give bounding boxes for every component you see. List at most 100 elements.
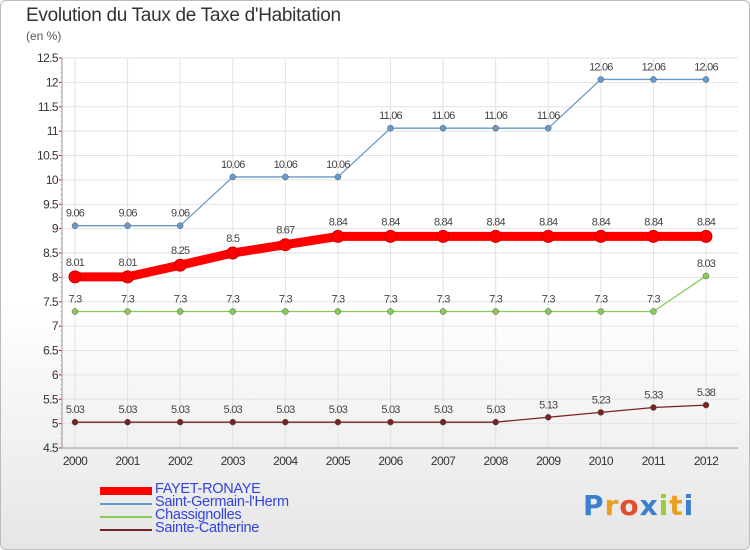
y-tick-label: 5.5 xyxy=(43,392,59,406)
data-point xyxy=(334,173,342,181)
data-point xyxy=(71,308,79,315)
data-point xyxy=(492,308,499,315)
legend-swatch xyxy=(100,503,152,505)
data-label: 8.84 xyxy=(697,216,716,228)
y-tick-label: 7.5 xyxy=(43,295,59,309)
data-label: 8.84 xyxy=(381,216,400,228)
data-point xyxy=(124,222,131,229)
data-label: 5.03 xyxy=(434,404,453,416)
data-point xyxy=(597,76,605,83)
data-point xyxy=(68,270,82,284)
proxiti-logo: Proxiti xyxy=(583,489,695,522)
data-point xyxy=(71,222,79,229)
data-point xyxy=(282,173,289,181)
data-point xyxy=(650,308,657,315)
data-point xyxy=(545,124,552,132)
data-point xyxy=(646,229,660,243)
data-point xyxy=(597,409,605,416)
data-point xyxy=(71,418,79,426)
y-tick-label: 5 xyxy=(52,417,59,431)
y-tick-label: 9 xyxy=(52,222,59,236)
data-label: 8.84 xyxy=(592,216,611,228)
data-point xyxy=(229,308,236,315)
grid xyxy=(62,57,738,449)
data-point xyxy=(545,308,552,315)
data-point xyxy=(387,418,394,426)
data-label: 9.06 xyxy=(171,208,190,220)
data-point xyxy=(436,229,450,243)
data-label: 5.03 xyxy=(487,404,506,416)
x-tick-label: 2001 xyxy=(115,454,140,468)
data-label: 5.03 xyxy=(381,404,400,416)
data-label: 10.06 xyxy=(326,159,350,171)
y-tick-label: 8 xyxy=(52,270,59,284)
data-label: 8.03 xyxy=(697,258,716,270)
data-point xyxy=(702,401,710,409)
data-point xyxy=(541,229,555,243)
x-tick-label: 2002 xyxy=(168,454,193,468)
data-label: 5.38 xyxy=(697,387,716,399)
x-tick-label: 2010 xyxy=(589,454,614,468)
data-label: 7.3 xyxy=(489,294,503,306)
data-point xyxy=(492,418,499,426)
data-point xyxy=(597,308,605,315)
data-point xyxy=(226,246,240,260)
y-tick-label: 10.5 xyxy=(37,149,59,163)
data-point xyxy=(176,222,184,229)
y-tick-label: 6 xyxy=(52,368,59,382)
x-tick-label: 2012 xyxy=(694,454,719,468)
data-point xyxy=(124,418,131,426)
axes xyxy=(59,57,738,449)
data-label: 8.01 xyxy=(118,257,137,269)
y-tick-label: 12 xyxy=(46,75,59,89)
legend-swatch xyxy=(100,487,152,495)
legend-label: Saint-Germain-l'Herm xyxy=(155,494,289,510)
data-label: 7.3 xyxy=(594,294,608,306)
data-label: 7.3 xyxy=(279,294,293,306)
data-point xyxy=(594,229,608,243)
data-label: 9.06 xyxy=(66,208,85,220)
x-tick-label: 2004 xyxy=(273,454,298,468)
data-point xyxy=(229,418,236,426)
data-label: 7.3 xyxy=(331,294,345,306)
data-label: 5.03 xyxy=(118,404,137,416)
data-point xyxy=(124,308,131,315)
data-label: 8.01 xyxy=(66,257,85,269)
data-label: 8.84 xyxy=(434,216,453,228)
data-label: 8.84 xyxy=(329,216,348,228)
data-label: 5.03 xyxy=(171,404,190,416)
data-label: 7.3 xyxy=(437,294,451,306)
x-tick-label: 2000 xyxy=(63,454,88,468)
data-point xyxy=(439,124,447,132)
data-label: 8.5 xyxy=(226,233,240,245)
x-tick-label: 2006 xyxy=(378,454,403,468)
data-label: 7.3 xyxy=(69,294,83,306)
series-points xyxy=(68,76,713,426)
y-tick-label: 10 xyxy=(46,173,59,187)
data-point xyxy=(282,418,289,426)
data-label: 7.3 xyxy=(174,294,188,306)
data-label: 10.06 xyxy=(221,159,245,171)
chart-title: Evolution du Taux de Taxe d'Habitation xyxy=(26,5,341,26)
data-point xyxy=(387,124,394,132)
data-label: 9.06 xyxy=(118,208,137,220)
data-label: 8.25 xyxy=(171,245,190,257)
data-point xyxy=(650,76,657,83)
legend-label: Sainte-Catherine xyxy=(155,520,260,536)
data-point xyxy=(121,270,135,284)
legend-swatch xyxy=(100,516,152,518)
chart-unit: (en %) xyxy=(26,29,62,43)
x-tick-label: 2005 xyxy=(326,454,351,468)
x-tick-label: 2003 xyxy=(221,454,246,468)
data-point xyxy=(702,76,710,83)
data-point xyxy=(702,272,710,280)
data-label: 11.06 xyxy=(432,110,455,122)
data-label: 12.06 xyxy=(694,61,718,73)
data-label: 5.23 xyxy=(592,394,611,406)
data-point xyxy=(699,229,713,243)
y-tick-label: 12.5 xyxy=(37,51,59,65)
data-point xyxy=(176,308,184,315)
data-label: 5.03 xyxy=(66,404,85,416)
data-label: 8.84 xyxy=(539,216,558,228)
